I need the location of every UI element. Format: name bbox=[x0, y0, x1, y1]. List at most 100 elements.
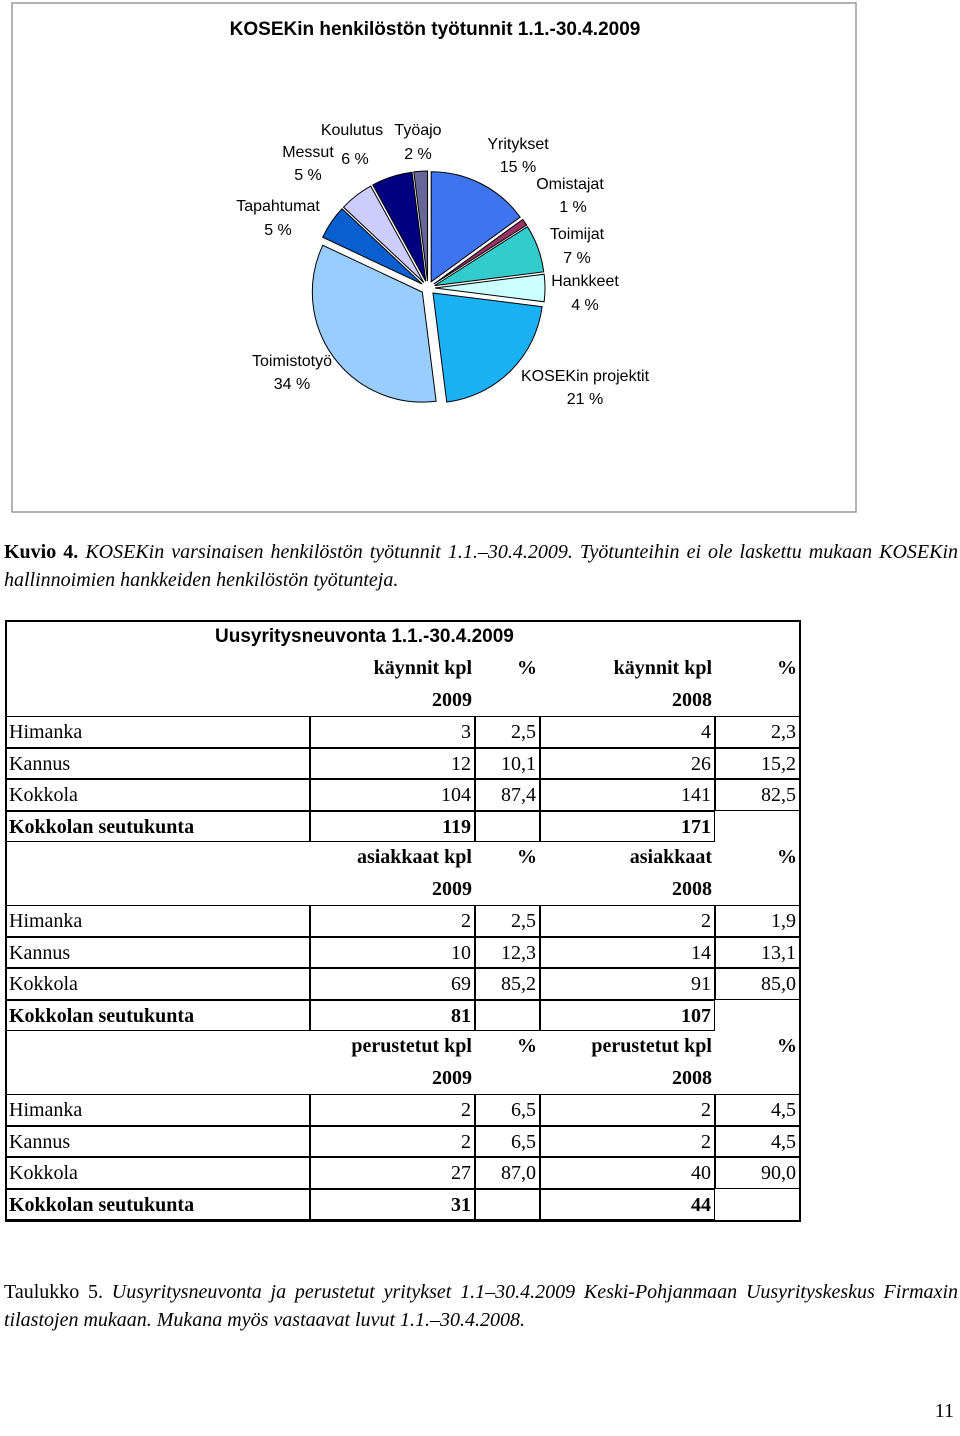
row-label: Kokkolan seutukunta bbox=[5, 810, 310, 842]
pie-slice bbox=[434, 225, 545, 287]
row-label: Kannus bbox=[5, 936, 310, 968]
table-value: 2,5 bbox=[475, 716, 540, 748]
column-year: 2008 bbox=[672, 688, 712, 711]
table-value: 87,0 bbox=[475, 1157, 540, 1189]
column-header: % bbox=[777, 1035, 797, 1057]
pie-slice bbox=[433, 218, 528, 285]
chart: KOSEKin henkilöstön työtunnit 1.1.-30.4.… bbox=[11, 2, 857, 513]
column-year: 2009 bbox=[432, 877, 472, 900]
slice-value: 1 % bbox=[559, 199, 587, 216]
table-value: 10 bbox=[310, 936, 475, 968]
table-caption: Taulukko 5. Uusyritysneuvonta ja peruste… bbox=[4, 1278, 958, 1334]
table-value: 15,2 bbox=[715, 747, 800, 779]
slice-label: Hankkeet bbox=[551, 273, 619, 290]
pie-slice bbox=[322, 208, 423, 285]
table-value: 2 bbox=[310, 1125, 475, 1157]
table-value: 91 bbox=[540, 968, 715, 1000]
slice-label: Toimistotyö bbox=[252, 353, 332, 370]
table-value: 82,5 bbox=[715, 779, 800, 811]
table-value: 81 bbox=[310, 999, 475, 1031]
table-value: 2 bbox=[310, 905, 475, 937]
column-header: asiakkaat kpl bbox=[356, 846, 472, 868]
table-value: 12,3 bbox=[475, 936, 540, 968]
slice-label: Yritykset bbox=[487, 136, 549, 153]
column-header: asiakkaat bbox=[629, 846, 712, 868]
column-header: perustetut kpl bbox=[351, 1035, 472, 1057]
slice-label: Tapahtumat bbox=[236, 198, 320, 215]
table-value: 31 bbox=[310, 1188, 475, 1220]
table-value: 141 bbox=[540, 779, 715, 811]
table-value: 2,5 bbox=[475, 905, 540, 937]
column-header: % bbox=[517, 1035, 537, 1057]
table-value: 2 bbox=[540, 905, 715, 937]
row-label: Kokkolan seutukunta bbox=[5, 1188, 310, 1220]
column-header: käynnit kpl bbox=[373, 657, 472, 679]
column-year: 2008 bbox=[672, 1066, 712, 1089]
table-value: 44 bbox=[540, 1188, 715, 1220]
pie-slice bbox=[311, 244, 437, 403]
slice-value: 34 % bbox=[274, 376, 310, 393]
table-value: 6,5 bbox=[475, 1094, 540, 1126]
table-value: 3 bbox=[310, 716, 475, 748]
pie-slice bbox=[413, 170, 429, 282]
slice-value: 4 % bbox=[571, 297, 599, 314]
row-label: Himanka bbox=[5, 716, 310, 748]
table-title: Uusyritysneuvonta 1.1.-30.4.2009 bbox=[215, 626, 514, 647]
table-value: 2,3 bbox=[715, 716, 800, 748]
slice-label: Omistajat bbox=[536, 176, 604, 193]
row-label: Kokkola bbox=[5, 1157, 310, 1189]
table-value: 27 bbox=[310, 1157, 475, 1189]
slice-value: 15 % bbox=[500, 159, 536, 176]
table-value: 14 bbox=[540, 936, 715, 968]
caption-text: KOSEKin varsinaisen henkilöstön työtunni… bbox=[4, 541, 959, 591]
row-label: Himanka bbox=[5, 905, 310, 937]
pie-slice bbox=[432, 292, 543, 403]
column-header: % bbox=[777, 846, 797, 868]
row-label: Kokkola bbox=[5, 968, 310, 1000]
slice-value: 5 % bbox=[264, 222, 292, 239]
table-value: 2 bbox=[540, 1125, 715, 1157]
slice-value: 2 % bbox=[404, 146, 432, 163]
column-year: 2009 bbox=[432, 1066, 472, 1089]
table-frame bbox=[5, 620, 801, 1222]
table-value: 107 bbox=[540, 999, 715, 1031]
slice-label: Työajo bbox=[394, 122, 441, 139]
figure-caption: Kuvio 4. KOSEKin varsinaisen henkilöstön… bbox=[4, 538, 958, 594]
caption-label: Kuvio 4. bbox=[4, 541, 79, 563]
table-value: 104 bbox=[310, 779, 475, 811]
table-value: 2 bbox=[310, 1094, 475, 1126]
table-value: 4 bbox=[540, 716, 715, 748]
slice-value: 5 % bbox=[294, 167, 322, 184]
table-value: 119 bbox=[310, 810, 475, 842]
table-value: 1,9 bbox=[715, 905, 800, 937]
column-header: perustetut kpl bbox=[591, 1035, 712, 1057]
slice-label: Messut bbox=[282, 144, 334, 161]
pie-slice bbox=[434, 273, 546, 303]
caption-text: Uusyritysneuvonta ja perustetut yritykse… bbox=[4, 1281, 958, 1331]
slice-label: KOSEKin projektit bbox=[521, 368, 650, 385]
pie-slice bbox=[342, 185, 425, 283]
table-value: 6,5 bbox=[475, 1125, 540, 1157]
empty-cell bbox=[475, 1188, 540, 1220]
empty-cell bbox=[475, 999, 540, 1031]
slice-value: 21 % bbox=[567, 391, 603, 408]
row-label: Himanka bbox=[5, 1094, 310, 1126]
slice-value: 6 % bbox=[341, 151, 369, 168]
pie-slice bbox=[430, 171, 521, 283]
table-value: 85,2 bbox=[475, 968, 540, 1000]
table-value: 12 bbox=[310, 747, 475, 779]
table-value: 4,5 bbox=[715, 1094, 800, 1126]
table-value: 2 bbox=[540, 1094, 715, 1126]
column-header: % bbox=[777, 657, 797, 679]
row-label: Kokkolan seutukunta bbox=[5, 999, 310, 1031]
table-value: 171 bbox=[540, 810, 715, 842]
chart-title: KOSEKin henkilöstön työtunnit 1.1.-30.4.… bbox=[230, 19, 641, 40]
column-year: 2009 bbox=[432, 688, 472, 711]
slice-label: Toimijat bbox=[550, 226, 605, 243]
page-number: 11 bbox=[934, 1400, 954, 1422]
row-label: Kannus bbox=[5, 747, 310, 779]
table-value: 69 bbox=[310, 968, 475, 1000]
caption-label: Taulukko 5. bbox=[4, 1281, 104, 1303]
slice-label: Koulutus bbox=[321, 122, 383, 139]
table-value: 87,4 bbox=[475, 779, 540, 811]
